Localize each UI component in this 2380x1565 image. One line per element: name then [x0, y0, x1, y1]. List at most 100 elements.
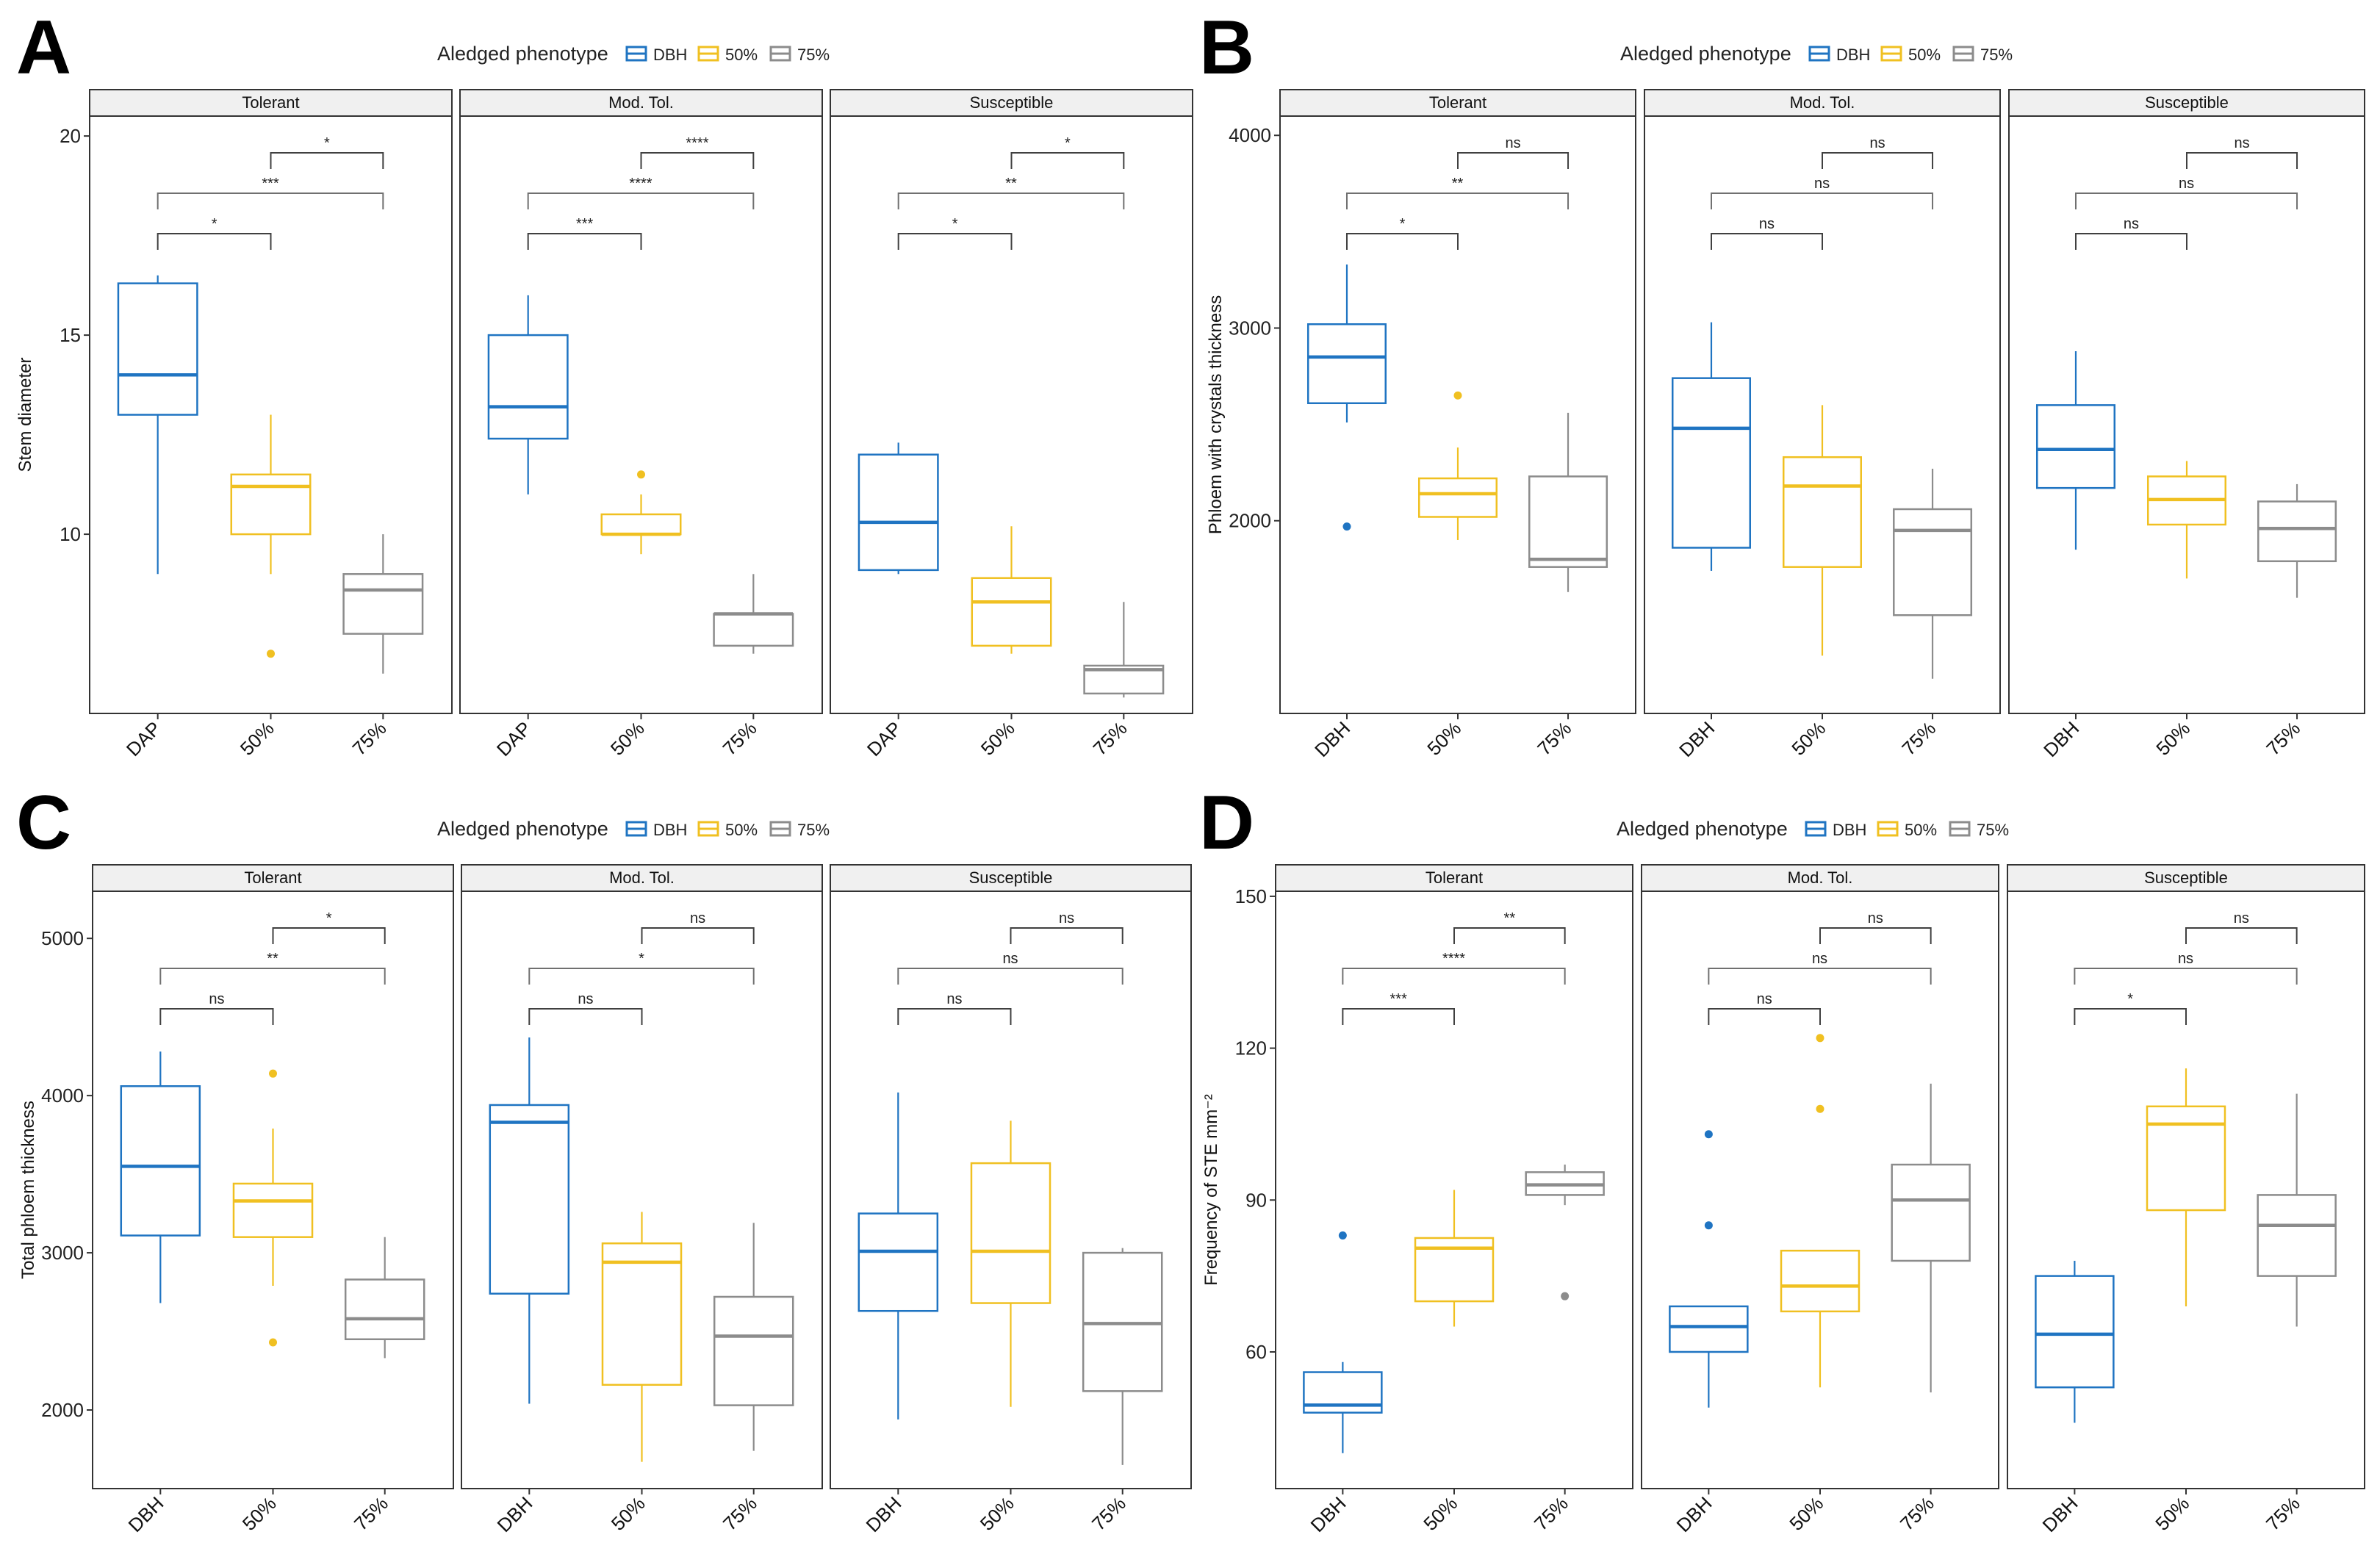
bracket-line [159, 1008, 274, 1025]
facet-mod-tol: Mod. Tol. ns ns ns DBH 50% 75% [1644, 89, 2001, 761]
box-iqr [344, 1278, 425, 1340]
x-tick-label: 75% [719, 717, 761, 760]
facet-title: Tolerant [244, 868, 301, 887]
legend-key-50: 50% [697, 46, 758, 64]
x-tick-label: 75% [1896, 1492, 1938, 1535]
facet-susceptible: Susceptible ns ns ns DBH 50% 75% [830, 864, 1192, 1536]
y-axis-title: Total phloem thickness [18, 1101, 38, 1279]
bracket-line [2074, 193, 2298, 209]
bracket-line [1710, 193, 1934, 209]
sig-bracket: * [1010, 135, 1125, 169]
box-75 [2257, 1093, 2337, 1327]
x-tick-label: DBH [1675, 717, 1719, 761]
facet-frame [1279, 115, 1636, 714]
box-75 [713, 574, 794, 654]
legend-title: Aledged phenotype [1617, 818, 1788, 840]
sig-bracket: * [1345, 216, 1459, 250]
box-dbh [120, 1051, 201, 1303]
x-tick-label: 75% [348, 717, 391, 760]
box-75 [344, 1237, 425, 1359]
legend-key-50: 50% [1877, 821, 1937, 839]
x-tick-label: 75% [1087, 1492, 1130, 1535]
x-tick-label: 75% [2262, 717, 2304, 760]
facet-strip [92, 864, 454, 892]
legend: Aledged phenotype DBH 50% 75% [437, 818, 830, 840]
box-75 [342, 534, 424, 674]
bracket-line [1342, 1008, 1455, 1025]
sig-label: * [952, 216, 958, 232]
x-tick-label: 50% [238, 1492, 281, 1535]
box-50 [971, 526, 1052, 654]
sig-label: ns [1812, 951, 1827, 967]
box-75 [1082, 1248, 1163, 1465]
facet-mod-tol: Mod. Tol. ns ns ns DBH 50% 75% [1641, 864, 1999, 1536]
sig-label: ns [2179, 176, 2194, 192]
y-tick-label: 4000 [1229, 124, 1271, 146]
box-75 [1891, 1083, 1971, 1393]
outlier-point [1342, 522, 1351, 531]
sig-bracket: * [528, 951, 755, 985]
sig-label: ns [1002, 951, 1018, 967]
legend-key-50: 50% [1880, 46, 1941, 64]
box-iqr [2035, 404, 2115, 489]
x-tick-label: 50% [977, 717, 1019, 760]
facet-susceptible: Susceptible****DAP 50% 75% [830, 89, 1193, 760]
x-tick-label: DAP [122, 717, 165, 760]
facet-strip [461, 864, 823, 892]
legend-label: DBH [653, 821, 687, 839]
box-iqr [342, 573, 424, 635]
sig-bracket: * [2074, 991, 2187, 1025]
facet-title: Mod. Tol. [609, 868, 675, 887]
sig-label: ns [690, 910, 705, 927]
sig-bracket: **** [527, 176, 755, 209]
legend-label: DBH [1836, 46, 1870, 64]
x-tick-label: 50% [2151, 1492, 2193, 1535]
facet-title: Susceptible [2145, 93, 2229, 112]
x-tick-label: 50% [606, 717, 649, 760]
sig-bracket: ns [2074, 951, 2298, 985]
legend-key-75: 75% [769, 46, 830, 64]
sig-bracket: ns [897, 951, 1124, 985]
bracket-line [527, 233, 642, 250]
bracket-line [528, 968, 755, 985]
y-tick-label: 120 [1235, 1037, 1267, 1059]
sig-label: *** [1390, 991, 1408, 1007]
sig-label: ns [209, 991, 224, 1007]
panel-a: A Aledged phenotype DBH 50% 75% Stem diameter… [15, 5, 1193, 760]
outlier-point [1561, 1292, 1570, 1300]
box-iqr [600, 513, 682, 536]
legend-label: 50% [1908, 46, 1941, 64]
bracket-line [272, 927, 386, 944]
facet-title: Mod. Tol. [608, 93, 674, 112]
sig-label: ns [1868, 910, 1883, 927]
facet-strip [89, 89, 453, 117]
legend-title: Aledged phenotype [437, 818, 608, 840]
x-tick-label: DBH [1306, 1492, 1351, 1536]
box-dbh [1671, 322, 1751, 571]
x-tick-label: 50% [236, 717, 278, 760]
box-dbh [1303, 1231, 1383, 1453]
box-iqr [2257, 1194, 2337, 1277]
sig-label: ns [578, 991, 593, 1007]
box-iqr [1891, 1163, 1971, 1262]
x-tick-label: 50% [2151, 717, 2194, 760]
sig-bracket: *** [157, 176, 384, 209]
y-tick-label: 60 [1245, 1341, 1267, 1363]
y-tick-label: 3000 [1229, 317, 1271, 339]
panel-letter: C [16, 780, 71, 866]
box-dbh [2035, 1260, 2115, 1423]
box-75 [713, 1223, 794, 1451]
legend-key-50: 50% [697, 821, 758, 839]
box-iqr [601, 1242, 683, 1386]
box-50 [600, 470, 682, 555]
x-tick-label: DBH [2039, 717, 2083, 761]
y-axis-title: Phloem with crystals thickness [1206, 295, 1226, 534]
sig-label: ns [2234, 910, 2249, 927]
sig-bracket: * [897, 216, 1013, 250]
bracket-line [2185, 927, 2298, 944]
box-iqr [713, 1295, 794, 1406]
box-dbh [858, 442, 939, 575]
legend-label: DBH [653, 46, 687, 64]
bracket-line [1345, 233, 1459, 250]
